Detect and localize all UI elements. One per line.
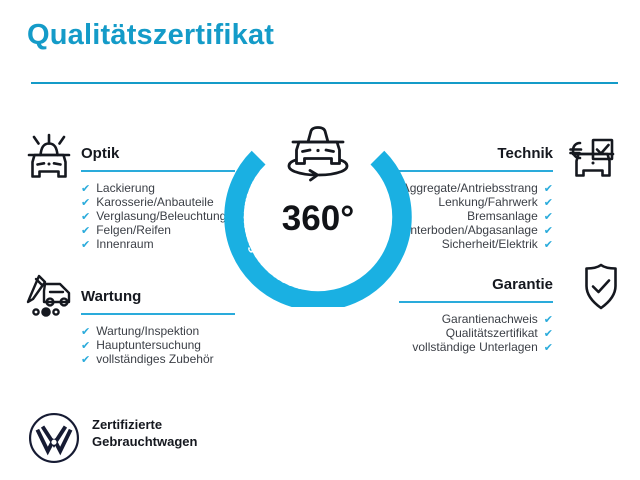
svg-text:360°: 360°: [282, 199, 354, 238]
